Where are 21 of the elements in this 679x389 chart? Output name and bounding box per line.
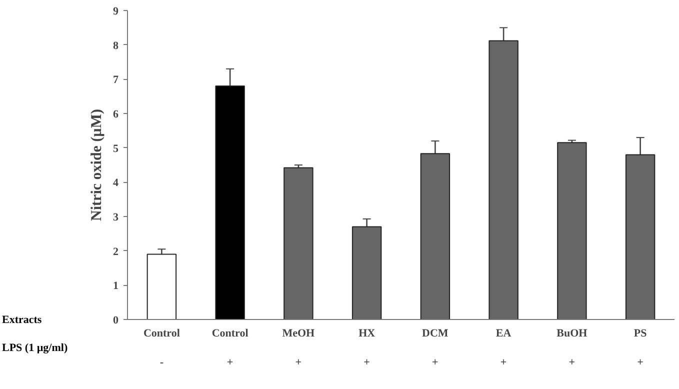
category-label: HX +: [358, 328, 376, 368]
y-tick-label: 5: [113, 142, 119, 155]
y-tick-label: 9: [113, 6, 119, 18]
category-label: MeOH +: [282, 328, 315, 368]
y-tick-label: 6: [113, 108, 119, 120]
y-tick-label: 2: [113, 246, 119, 258]
y-tick-label: 1: [113, 280, 118, 292]
category-label: PS +: [634, 328, 647, 368]
y-tick-label: 4: [113, 177, 119, 190]
y-tick-label: 0: [113, 314, 119, 326]
text: LPS (1 µg/ml): [2, 341, 68, 356]
text: Extracts: [2, 313, 42, 328]
category-label: Control +: [212, 328, 248, 368]
category-label: BuOH +: [556, 328, 588, 368]
y-tick-label: 3: [113, 212, 119, 224]
category-label: DCM +: [422, 328, 448, 368]
y-tick-label: 8: [113, 40, 119, 52]
category-label: Control -: [143, 328, 180, 368]
y-tick-label: 7: [113, 74, 119, 86]
category-label: EA +: [496, 328, 512, 368]
y-axis-title: Nitric oxide (µM): [89, 109, 105, 221]
